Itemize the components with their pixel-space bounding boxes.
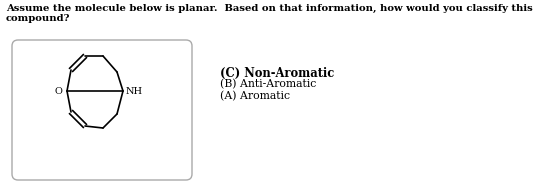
Text: compound?: compound?	[6, 14, 71, 23]
Text: (C) Non-Aromatic: (C) Non-Aromatic	[220, 67, 334, 80]
Text: O: O	[54, 86, 62, 95]
Text: (A) Aromatic: (A) Aromatic	[220, 91, 290, 101]
Text: Assume the molecule below is planar.  Based on that information, how would you c: Assume the molecule below is planar. Bas…	[6, 4, 533, 13]
Text: (B) Anti-Aromatic: (B) Anti-Aromatic	[220, 79, 316, 89]
Text: NH: NH	[126, 86, 143, 95]
FancyBboxPatch shape	[12, 40, 192, 180]
